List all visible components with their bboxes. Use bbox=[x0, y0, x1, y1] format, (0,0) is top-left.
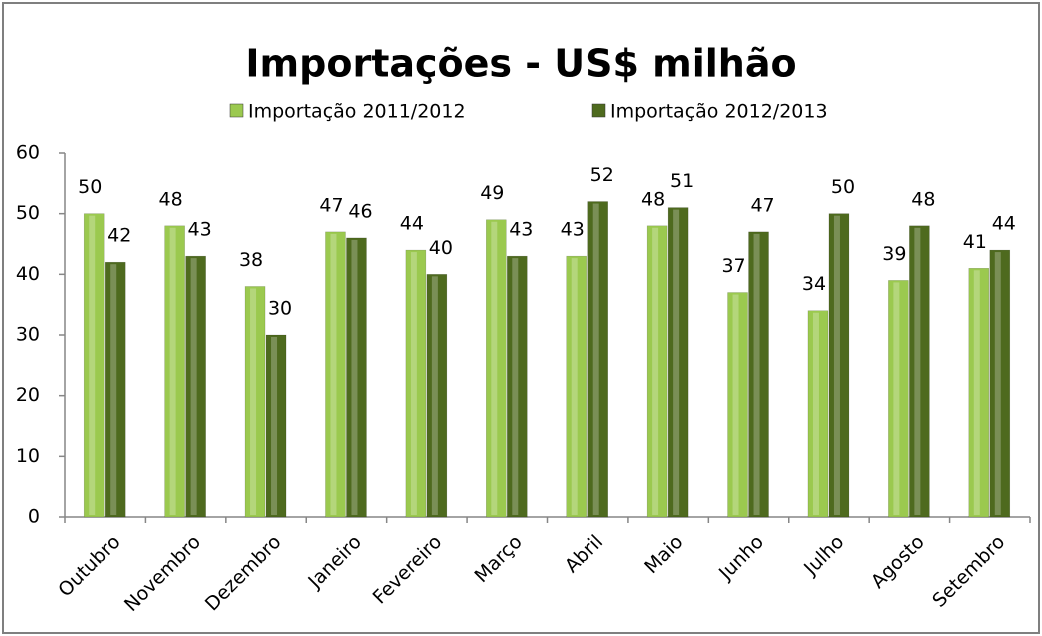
bar bbox=[486, 219, 507, 518]
bar bbox=[828, 213, 850, 518]
bar bbox=[989, 249, 1011, 518]
bar-highlight bbox=[250, 288, 257, 515]
bar-highlight bbox=[571, 258, 578, 515]
bar-highlight bbox=[110, 264, 117, 515]
bar bbox=[185, 255, 206, 518]
y-tick-label: 50 bbox=[16, 202, 40, 224]
y-tick-label: 10 bbox=[16, 445, 40, 467]
bar bbox=[346, 237, 367, 518]
bar bbox=[909, 225, 930, 518]
data-label: 48 bbox=[159, 188, 183, 210]
data-label: 40 bbox=[429, 237, 453, 259]
bar bbox=[325, 231, 346, 518]
bar-highlight bbox=[812, 312, 819, 515]
bar-highlight bbox=[673, 209, 680, 515]
bar bbox=[104, 261, 126, 518]
legend-swatch bbox=[229, 103, 244, 118]
data-label: 39 bbox=[882, 243, 906, 265]
data-label: 49 bbox=[480, 182, 504, 204]
bar bbox=[566, 255, 587, 518]
legend-swatch bbox=[591, 103, 606, 118]
bar bbox=[807, 310, 829, 518]
bar bbox=[244, 286, 266, 518]
data-label: 46 bbox=[348, 200, 372, 222]
data-label: 48 bbox=[911, 188, 935, 210]
bar-highlight bbox=[652, 227, 659, 516]
bar bbox=[405, 249, 427, 518]
bar-highlight bbox=[973, 270, 980, 515]
data-label: 34 bbox=[802, 273, 826, 295]
bar-highlight bbox=[994, 252, 1001, 516]
data-label: 51 bbox=[670, 170, 694, 192]
bar-highlight bbox=[833, 215, 840, 515]
data-label: 30 bbox=[268, 298, 292, 320]
y-tick-label: 30 bbox=[16, 324, 40, 346]
bar bbox=[587, 201, 608, 518]
bar-highlight bbox=[410, 252, 417, 516]
bar-highlight bbox=[512, 258, 519, 515]
bar-highlight bbox=[592, 203, 599, 516]
y-tick-label: 60 bbox=[16, 142, 40, 164]
data-label: 37 bbox=[721, 255, 745, 277]
y-tick-label: 40 bbox=[16, 263, 40, 285]
data-label: 43 bbox=[188, 219, 212, 241]
bar bbox=[968, 268, 990, 518]
bar bbox=[888, 280, 909, 518]
data-label: 50 bbox=[78, 176, 102, 198]
bar-highlight bbox=[893, 282, 900, 515]
data-label: 47 bbox=[319, 194, 343, 216]
y-tick-label: 0 bbox=[28, 506, 40, 528]
data-label: 42 bbox=[107, 225, 131, 247]
bar bbox=[667, 207, 689, 518]
bar-highlight bbox=[914, 227, 921, 516]
bar-highlight bbox=[89, 215, 96, 515]
bar-highlight bbox=[491, 221, 498, 515]
data-label: 38 bbox=[239, 249, 263, 271]
y-tick-label: 20 bbox=[16, 384, 40, 406]
bar bbox=[507, 255, 528, 518]
data-label: 43 bbox=[561, 219, 585, 241]
bar-highlight bbox=[732, 294, 739, 515]
bar bbox=[265, 334, 287, 518]
bar bbox=[748, 231, 769, 518]
bar-highlight bbox=[351, 239, 358, 515]
bar bbox=[164, 225, 185, 518]
bar-highlight bbox=[190, 258, 197, 515]
bar bbox=[426, 274, 448, 518]
data-label: 52 bbox=[590, 164, 614, 186]
bar bbox=[83, 213, 105, 518]
bar bbox=[646, 225, 668, 518]
chart-title: Importações - US$ milhão bbox=[245, 42, 796, 86]
legend-label: Importação 2011/2012 bbox=[248, 101, 466, 123]
data-label: 43 bbox=[509, 219, 533, 241]
data-label: 44 bbox=[992, 213, 1016, 235]
bar-highlight bbox=[330, 233, 337, 515]
legend-label: Importação 2012/2013 bbox=[610, 101, 828, 123]
data-label: 50 bbox=[831, 176, 855, 198]
bar-highlight bbox=[753, 233, 760, 515]
bar bbox=[727, 292, 748, 518]
data-label: 48 bbox=[641, 188, 665, 210]
bar-highlight bbox=[169, 227, 176, 516]
bar-highlight bbox=[271, 337, 278, 515]
bar-highlight bbox=[431, 276, 438, 515]
data-label: 44 bbox=[400, 213, 424, 235]
data-label: 47 bbox=[750, 194, 774, 216]
data-label: 41 bbox=[963, 231, 987, 253]
